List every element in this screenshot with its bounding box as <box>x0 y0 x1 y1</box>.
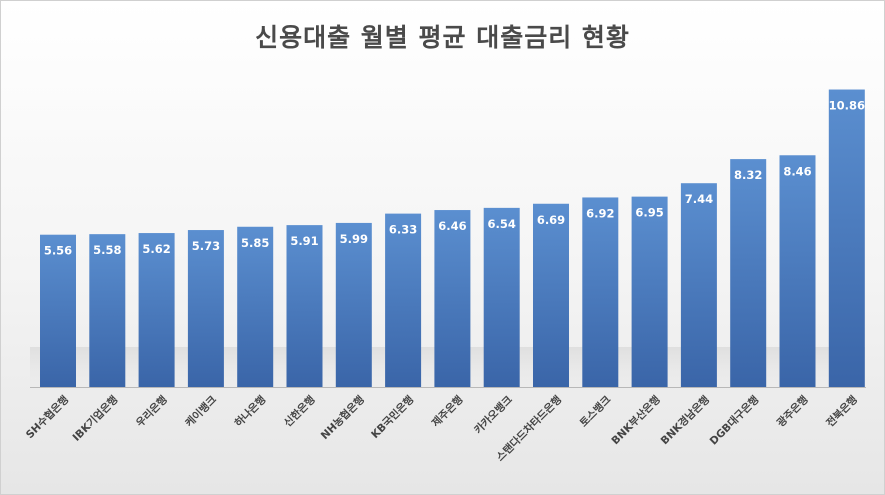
bar-16 <box>779 155 816 387</box>
bar-2 <box>89 234 126 387</box>
category-label-10: 카카오뱅크 <box>472 393 516 437</box>
category-label-6: 신한은행 <box>281 393 318 430</box>
data-label-12: 6.92 <box>586 206 614 220</box>
data-label-15: 8.32 <box>734 168 762 182</box>
data-label-9: 6.46 <box>438 219 466 233</box>
category-label-2: IBK기업은행 <box>70 393 121 444</box>
category-label-16: 광주은행 <box>774 393 811 430</box>
bar-4 <box>187 230 224 387</box>
bar-3 <box>138 233 175 387</box>
data-label-2: 5.58 <box>93 243 121 257</box>
bar-1 <box>40 234 76 387</box>
category-label-5: 하나은행 <box>232 393 269 430</box>
bar-12 <box>582 197 619 387</box>
data-label-1: 5.56 <box>44 244 72 258</box>
bar-10 <box>483 207 520 387</box>
data-label-16: 8.46 <box>783 164 811 178</box>
data-label-14: 7.44 <box>685 192 713 206</box>
category-label-14: BNK경남은행 <box>658 393 712 447</box>
data-label-13: 6.95 <box>635 206 663 220</box>
bar-11 <box>533 203 569 387</box>
bar-14 <box>680 183 717 387</box>
bar-5 <box>237 226 274 387</box>
bar-15 <box>730 159 767 387</box>
category-label-15: DGB대구은행 <box>707 393 761 447</box>
data-label-6: 5.91 <box>290 234 318 248</box>
bar-8 <box>385 213 422 387</box>
bar-6 <box>286 225 323 387</box>
data-label-11: 6.69 <box>537 213 565 227</box>
category-label-1: SH수협은행 <box>23 393 71 441</box>
category-label-9: 제주은행 <box>429 393 466 430</box>
bar-9 <box>434 210 471 387</box>
category-label-13: BNK부산은행 <box>609 393 663 447</box>
data-label-3: 5.62 <box>142 242 170 256</box>
category-label-3: 우리은행 <box>133 393 170 430</box>
chart-title: 신용대출 월별 평균 대출금리 현황 <box>255 23 630 52</box>
bar-13 <box>631 196 668 387</box>
bar-17 <box>828 89 865 388</box>
data-label-8: 6.33 <box>389 223 417 237</box>
category-label-17: 전북은행 <box>823 393 860 430</box>
data-label-4: 5.73 <box>192 239 220 253</box>
data-label-7: 5.99 <box>340 232 368 246</box>
category-label-8: KB국민은행 <box>368 393 416 441</box>
category-label-4: 케이뱅크 <box>183 393 220 430</box>
data-label-10: 6.54 <box>488 217 516 231</box>
category-label-7: NH농협은행 <box>318 393 367 442</box>
data-label-17: 10.86 <box>829 99 865 113</box>
data-label-5: 5.85 <box>241 236 269 250</box>
category-label-12: 토스뱅크 <box>577 393 614 430</box>
bar-7 <box>335 222 372 387</box>
